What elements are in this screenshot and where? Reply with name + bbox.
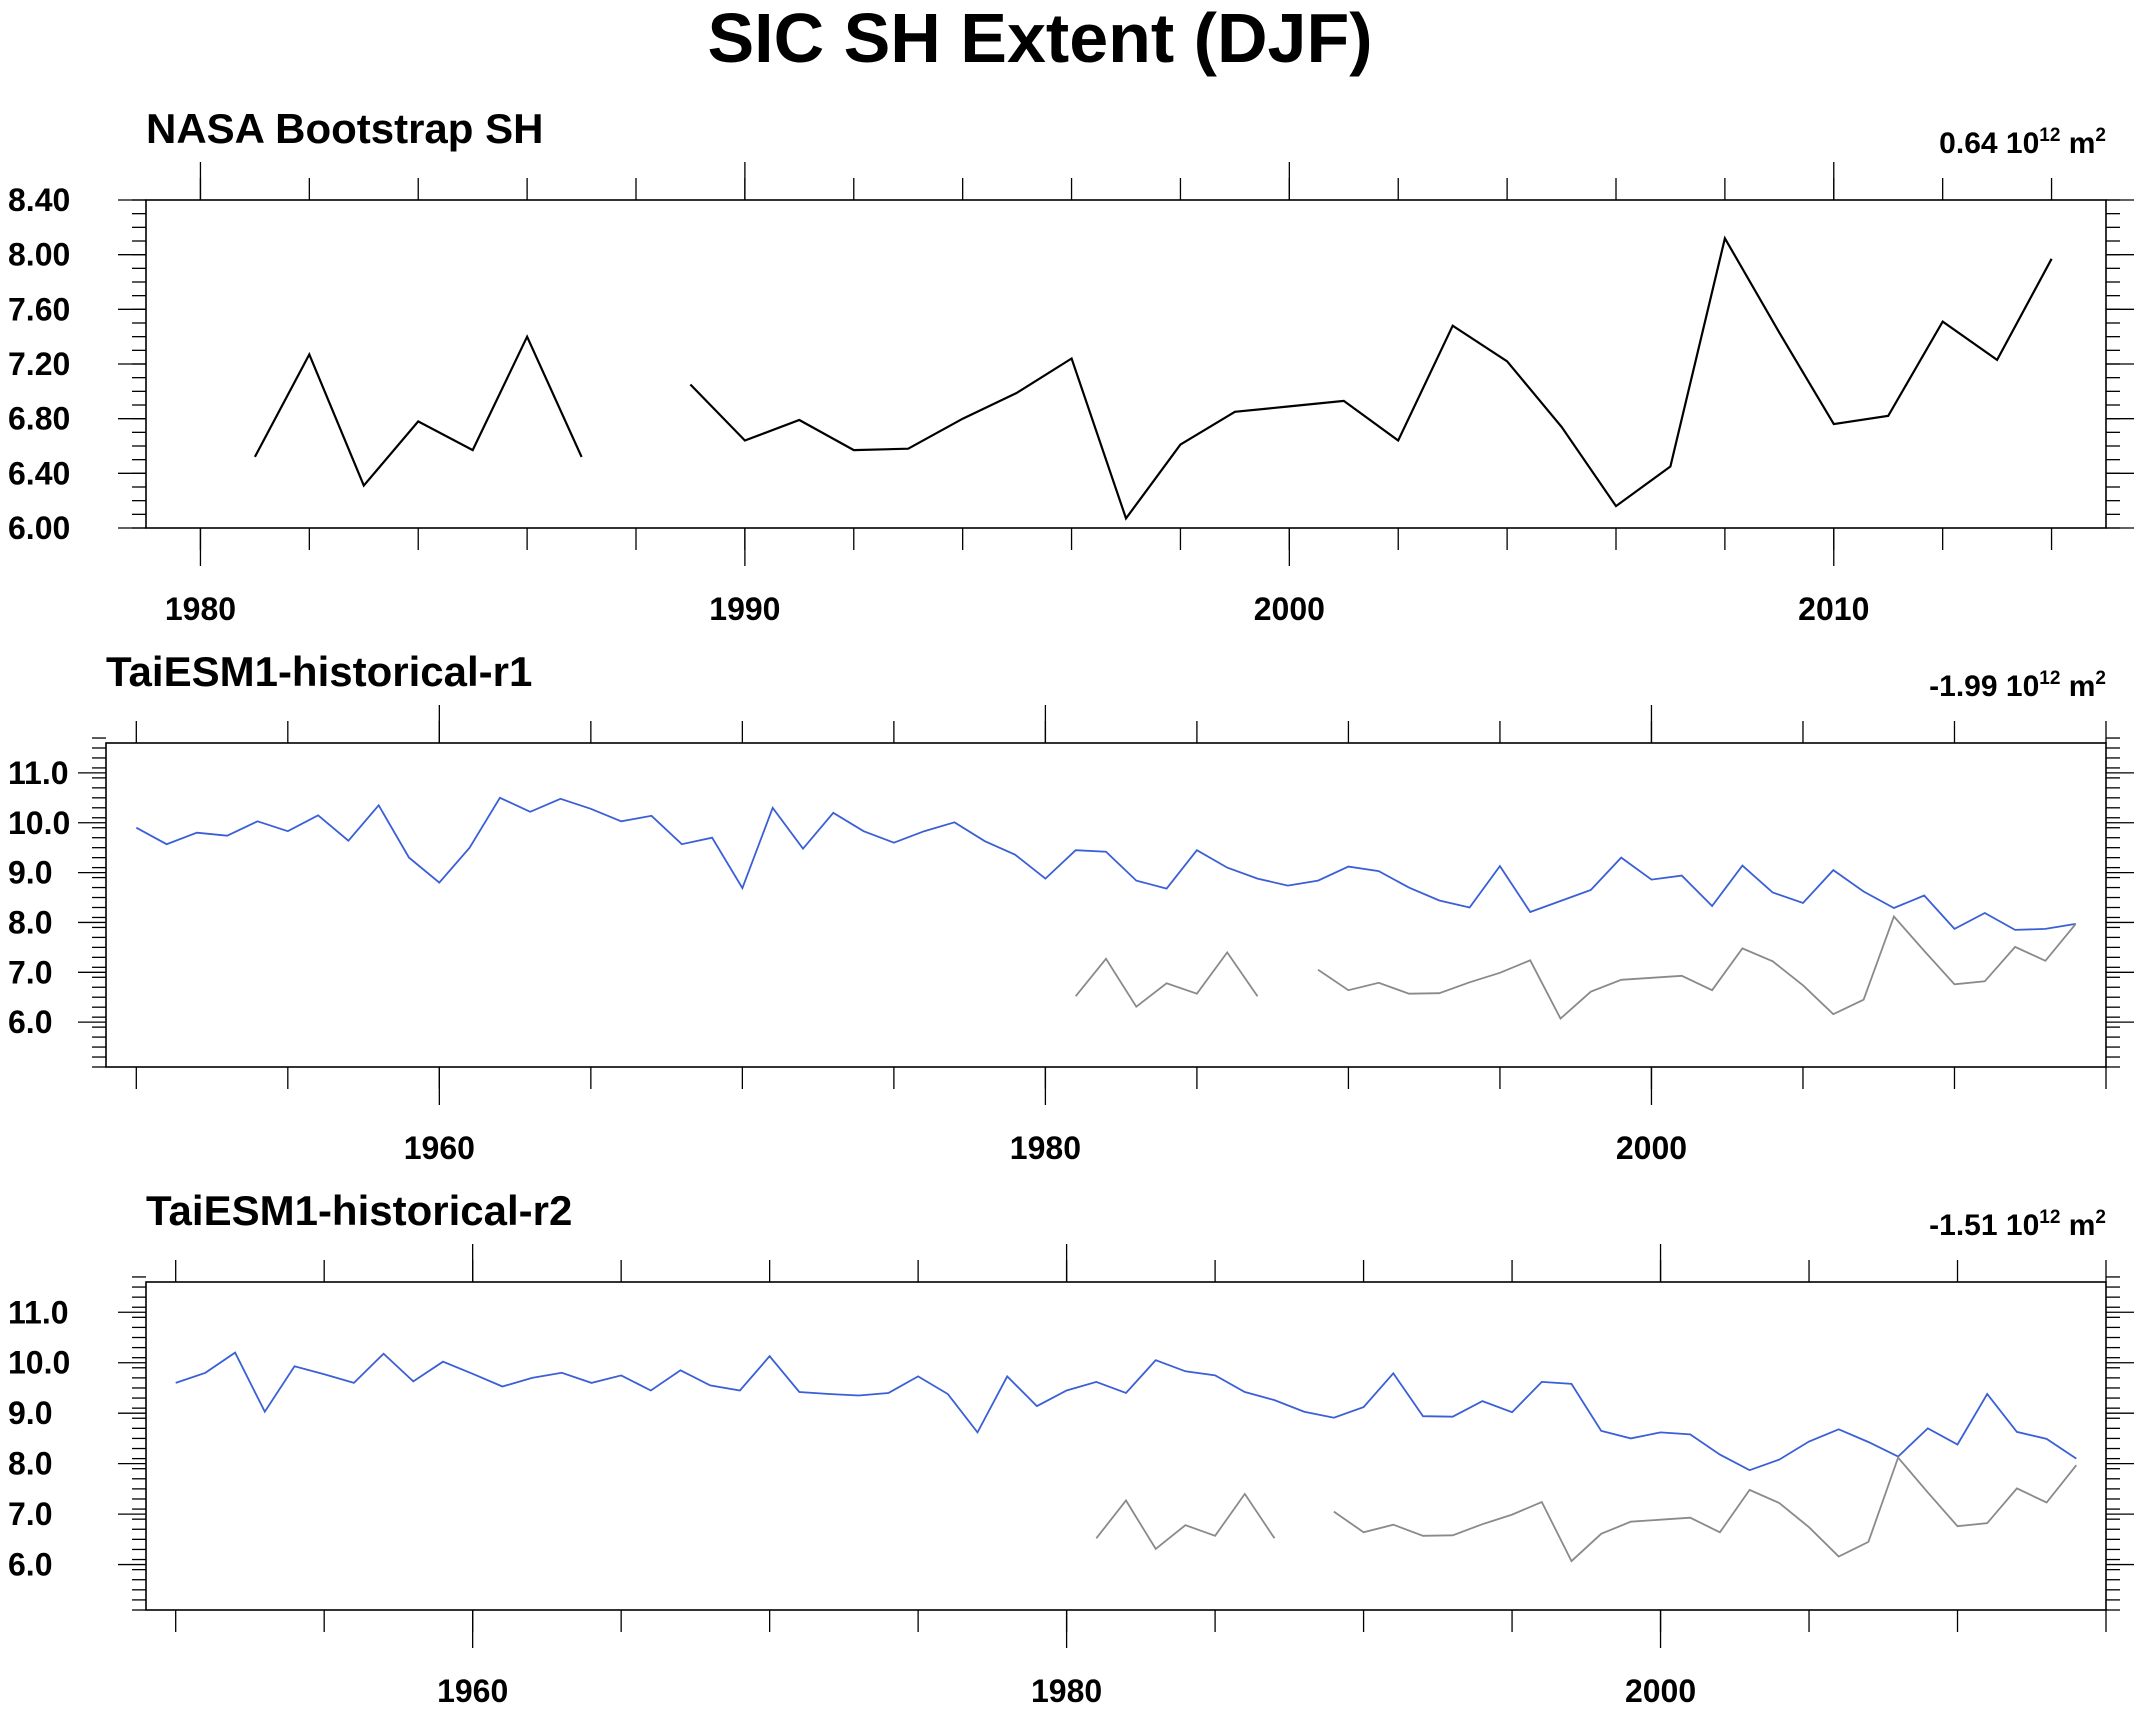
series-line-model bbox=[135, 796, 2076, 931]
series-line-model bbox=[175, 1351, 2077, 1472]
plot-frame bbox=[105, 742, 2107, 1068]
x-tick-label: 2000 bbox=[1616, 1130, 1687, 1166]
y-tick-label: 9.0 bbox=[8, 1395, 52, 1431]
x-tick-label: 1960 bbox=[404, 1130, 475, 1166]
x-tick-label: 2000 bbox=[1625, 1673, 1696, 1709]
y-tick-label: 8.40 bbox=[8, 182, 70, 218]
series-line-obs_overlay bbox=[1075, 914, 2077, 1021]
x-tick-label: 2010 bbox=[1798, 591, 1869, 627]
panel-title: TaiESM1-historical-r2 bbox=[146, 1187, 572, 1234]
plot-frame bbox=[145, 199, 2107, 529]
y-tick-label: 7.0 bbox=[8, 954, 52, 990]
y-tick-label: 10.0 bbox=[8, 805, 70, 841]
y-tick-label: 8.0 bbox=[8, 1446, 52, 1482]
y-tick-label: 6.0 bbox=[8, 1004, 52, 1040]
y-tick-label: 7.20 bbox=[8, 346, 70, 382]
plot-frame bbox=[145, 1281, 2107, 1611]
x-tick-label: 1960 bbox=[437, 1673, 508, 1709]
y-tick-label: 10.0 bbox=[8, 1345, 70, 1381]
y-tick-label: 6.80 bbox=[8, 401, 70, 437]
series-line-obs bbox=[253, 235, 2053, 521]
x-tick-label: 2000 bbox=[1254, 591, 1325, 627]
y-tick-label: 6.00 bbox=[8, 510, 70, 546]
x-tick-label: 1980 bbox=[165, 591, 236, 627]
y-tick-label: 9.0 bbox=[8, 855, 52, 891]
series-line-obs_overlay bbox=[1095, 1455, 2078, 1563]
y-tick-label: 11.0 bbox=[8, 1294, 69, 1330]
y-tick-label: 8.0 bbox=[8, 904, 52, 940]
trend-label: 0.64 1012 m2 bbox=[1939, 125, 2106, 160]
panel-title: NASA Bootstrap SH bbox=[146, 105, 543, 152]
x-tick-label: 1990 bbox=[709, 591, 780, 627]
figure-title: SIC SH Extent (DJF) bbox=[707, 0, 1372, 77]
y-tick-label: 11.0 bbox=[8, 755, 69, 791]
panel-3: TaiESM1-historical-r2 -1.51 1012 m2 6.0 7.0… bbox=[8, 1187, 2134, 1709]
panel-1: NASA Bootstrap SH 0.64 1012 m2 6.00 6.40 6.8… bbox=[8, 105, 2134, 627]
y-tick-label: 6.0 bbox=[8, 1547, 52, 1583]
x-tick-label: 1980 bbox=[1010, 1130, 1081, 1166]
trend-label: -1.51 1012 m2 bbox=[1929, 1207, 2106, 1242]
x-tick-label: 1980 bbox=[1031, 1673, 1102, 1709]
panel-title: TaiESM1-historical-r1 bbox=[106, 648, 532, 695]
y-tick-label: 7.60 bbox=[8, 291, 70, 327]
trend-label: -1.99 1012 m2 bbox=[1929, 668, 2106, 703]
y-tick-label: 7.0 bbox=[8, 1496, 52, 1532]
panel-2: TaiESM1-historical-r1 -1.99 1012 m2 6.0 7.0… bbox=[8, 648, 2134, 1166]
y-tick-label: 6.40 bbox=[8, 455, 70, 491]
y-tick-label: 8.00 bbox=[8, 237, 70, 273]
